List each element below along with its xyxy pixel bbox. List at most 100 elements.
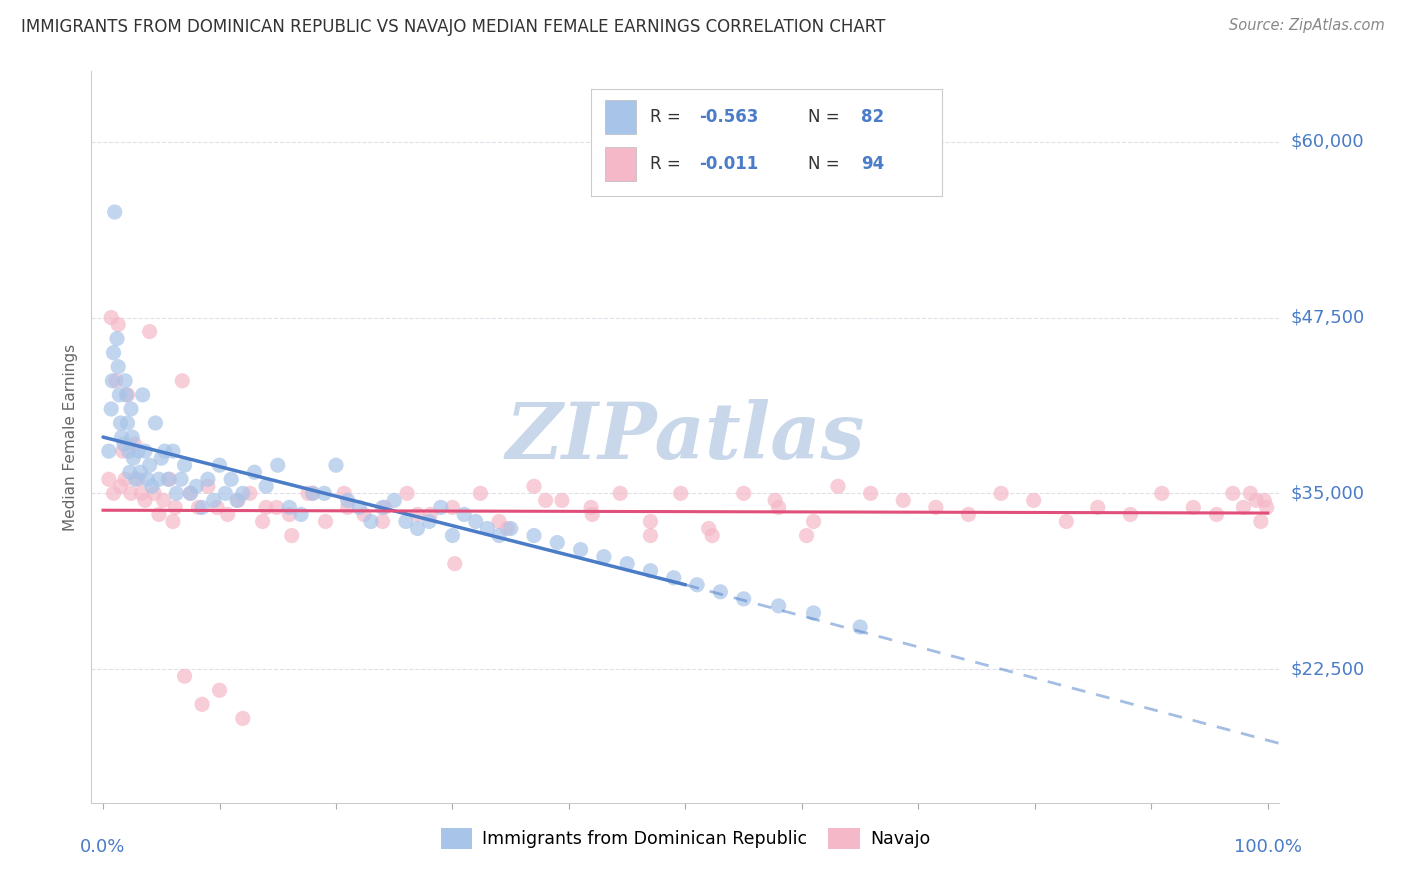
Point (197, 479, 219, 493)
Point (477, 521, 499, 535)
Point (226, 493, 249, 508)
Point (243, 465, 266, 479)
Point (301, 486, 323, 500)
Point (124, 437, 146, 451)
Point (686, 578, 709, 592)
Point (104, 205, 127, 219)
Point (173, 458, 195, 473)
Text: $47,500: $47,500 (1291, 309, 1365, 326)
Text: IMMIGRANTS FROM DOMINICAN REPUBLIC VS NAVAJO MEDIAN FEMALE EARNINGS CORRELATION : IMMIGRANTS FROM DOMINICAN REPUBLIC VS NA… (21, 18, 886, 36)
Point (153, 444, 176, 458)
Point (1119, 508, 1142, 522)
Point (382, 493, 405, 508)
Point (100, 310, 122, 325)
Text: R =: R = (650, 155, 686, 173)
Point (134, 444, 156, 458)
Point (191, 698, 214, 712)
Point (152, 493, 174, 508)
Point (709, 584, 731, 599)
Point (371, 515, 394, 529)
Point (441, 528, 464, 542)
Text: N =: N = (808, 155, 845, 173)
Point (100, 401, 122, 416)
Point (297, 486, 319, 500)
Point (546, 535, 568, 549)
Point (336, 493, 359, 508)
Point (360, 515, 382, 529)
Point (165, 486, 187, 500)
FancyBboxPatch shape (605, 100, 636, 134)
Text: $60,000: $60,000 (1291, 133, 1364, 151)
Point (733, 486, 755, 500)
Point (371, 500, 394, 515)
Point (640, 528, 662, 542)
Point (768, 500, 790, 515)
Point (148, 472, 170, 486)
Text: 82: 82 (860, 108, 884, 126)
Point (131, 486, 153, 500)
Point (162, 444, 184, 458)
Point (796, 528, 818, 542)
Point (134, 493, 156, 508)
Point (120, 401, 142, 416)
Point (280, 528, 302, 542)
Point (108, 388, 131, 402)
Point (488, 515, 510, 529)
Point (1205, 508, 1227, 522)
Point (252, 515, 274, 529)
Point (579, 500, 602, 515)
Point (1232, 500, 1254, 515)
Point (127, 472, 149, 486)
Point (191, 500, 214, 515)
Point (138, 325, 160, 339)
Y-axis label: Median Female Earnings: Median Female Earnings (63, 343, 79, 531)
Point (254, 500, 277, 515)
Point (254, 479, 277, 493)
Point (551, 493, 574, 508)
Point (162, 515, 184, 529)
Point (733, 591, 755, 606)
Point (406, 508, 429, 522)
Point (122, 451, 145, 466)
Point (349, 500, 371, 515)
Point (127, 444, 149, 458)
Point (609, 486, 631, 500)
Point (97, 472, 120, 486)
Point (266, 500, 288, 515)
Point (803, 515, 825, 529)
Text: R =: R = (650, 108, 686, 126)
Point (97, 444, 120, 458)
Point (488, 528, 510, 542)
Point (124, 472, 146, 486)
Point (217, 508, 239, 522)
Point (640, 515, 662, 529)
Point (117, 388, 139, 402)
Legend: Immigrants from Dominican Republic, Navajo: Immigrants from Dominican Republic, Nava… (433, 822, 938, 856)
Point (205, 500, 228, 515)
Point (278, 500, 301, 515)
Point (803, 606, 825, 620)
Point (396, 486, 419, 500)
Point (336, 500, 359, 515)
Point (418, 515, 440, 529)
Point (103, 345, 125, 359)
Point (1250, 515, 1272, 529)
Point (290, 508, 312, 522)
Point (112, 437, 135, 451)
Point (138, 458, 160, 473)
Point (697, 521, 720, 535)
Point (1256, 500, 1278, 515)
Text: $35,000: $35,000 (1291, 484, 1365, 502)
Text: N =: N = (808, 108, 845, 126)
Point (353, 508, 375, 522)
Point (165, 500, 187, 515)
Point (159, 472, 181, 486)
Point (131, 388, 153, 402)
Point (214, 486, 236, 500)
Point (640, 564, 662, 578)
Point (1239, 486, 1261, 500)
Point (496, 521, 519, 535)
Point (110, 416, 132, 430)
Point (129, 465, 152, 479)
Point (103, 486, 125, 500)
